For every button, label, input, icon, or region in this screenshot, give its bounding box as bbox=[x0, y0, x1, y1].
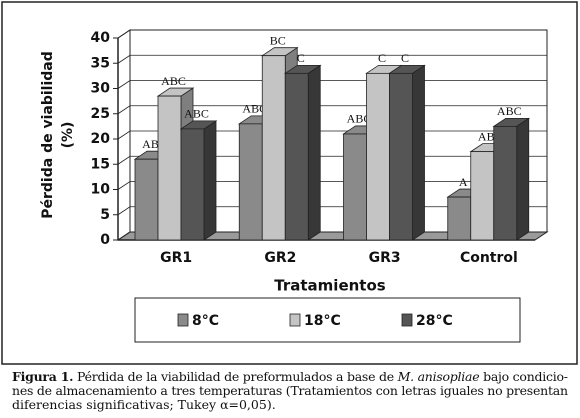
significance-letter: C bbox=[297, 51, 305, 65]
bar bbox=[366, 72, 390, 241]
caption-line: diferencias significativas; Tukey α=0,05… bbox=[12, 397, 276, 412]
caption-label: Figura 1. bbox=[12, 369, 74, 384]
y-tick-label: 15 bbox=[91, 156, 110, 172]
bar bbox=[343, 133, 367, 241]
significance-letter: A bbox=[459, 175, 468, 189]
y-tick-label: 5 bbox=[100, 207, 110, 223]
bar bbox=[447, 196, 472, 241]
caption-text: M. anisopliae bbox=[397, 369, 480, 384]
significance-letter: AB bbox=[142, 137, 159, 151]
caption-text: bajo condicio- bbox=[479, 369, 568, 384]
y-tick-label: 10 bbox=[91, 182, 111, 198]
y-tick-label: 0 bbox=[100, 232, 110, 248]
bar-side bbox=[516, 117, 530, 241]
y-tick-label: 30 bbox=[91, 81, 111, 97]
bar bbox=[389, 72, 413, 241]
significance-letter: ABC bbox=[184, 107, 209, 121]
significance-letter: C bbox=[401, 51, 409, 65]
bar bbox=[261, 55, 286, 241]
significance-letter: C bbox=[378, 51, 386, 65]
legend-label: 18°C bbox=[304, 313, 341, 329]
legend-swatch bbox=[177, 313, 189, 327]
y-tick-label: 25 bbox=[91, 106, 110, 122]
significance-letter: ABC bbox=[161, 74, 186, 88]
caption-line: Figura 1. Pérdida de la viabilidad de pr… bbox=[12, 369, 568, 384]
y-tick-label: 20 bbox=[91, 131, 111, 147]
bar bbox=[157, 95, 182, 241]
bar bbox=[284, 72, 309, 241]
x-tick-label: Control bbox=[460, 250, 518, 266]
bar bbox=[470, 151, 495, 241]
legend-swatch bbox=[289, 313, 301, 327]
caption-line: nes de almacenamiento a tres temperatura… bbox=[12, 383, 568, 398]
x-tick-label: GR1 bbox=[160, 250, 192, 266]
x-axis-title: Tratamientos bbox=[274, 277, 385, 295]
legend-label: 8°C bbox=[192, 313, 219, 329]
bar bbox=[238, 123, 263, 241]
x-tick-label: GR3 bbox=[369, 250, 401, 266]
y-axis-title: Pérdida de viabilidad bbox=[40, 51, 56, 219]
bar-side bbox=[203, 120, 217, 241]
legend-label: 28°C bbox=[416, 313, 453, 329]
y-axis-title: (%) bbox=[60, 122, 76, 149]
grid-line bbox=[117, 54, 547, 64]
caption-text: nes de almacenamiento a tres temperatura… bbox=[12, 383, 568, 398]
bar bbox=[493, 125, 518, 241]
significance-letter: ABC bbox=[242, 102, 267, 116]
bar bbox=[180, 128, 205, 241]
bar-side bbox=[307, 64, 321, 241]
significance-letter: ABC bbox=[347, 112, 372, 126]
significance-letter: BC bbox=[270, 33, 286, 47]
bar-side bbox=[412, 64, 425, 241]
significance-letter: AB bbox=[478, 129, 495, 143]
caption-text: diferencias significativas; Tukey α=0,05… bbox=[12, 397, 276, 412]
caption-text: Pérdida de la viabilidad de preformulado… bbox=[73, 369, 398, 384]
chart-frame bbox=[1, 1, 578, 365]
significance-letter: ABC bbox=[497, 104, 522, 118]
y-tick-label: 40 bbox=[91, 30, 111, 46]
x-tick-label: GR2 bbox=[264, 250, 296, 266]
legend-box bbox=[134, 297, 521, 343]
y-tick-label: 35 bbox=[91, 55, 110, 71]
bar bbox=[134, 158, 159, 241]
grid-line bbox=[117, 29, 547, 39]
legend-swatch bbox=[401, 313, 413, 327]
